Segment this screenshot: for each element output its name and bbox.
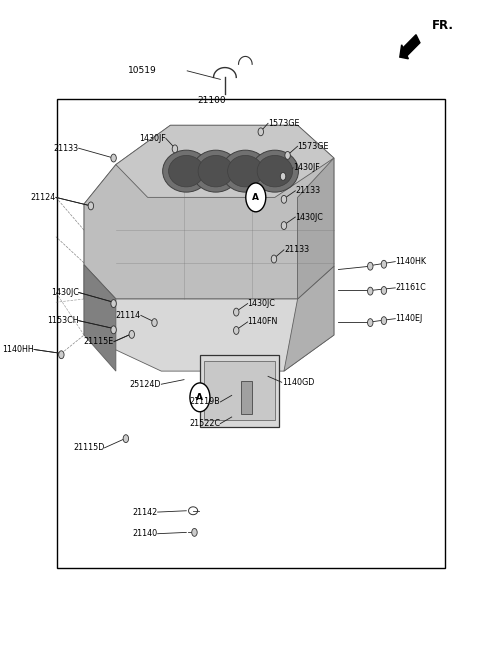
Text: 1430JC: 1430JC — [51, 288, 79, 297]
Bar — [57, 99, 445, 568]
Bar — [200, 355, 279, 427]
Text: 1140EJ: 1140EJ — [395, 314, 422, 323]
Polygon shape — [84, 165, 116, 299]
Text: 10519: 10519 — [128, 66, 157, 76]
Text: 21133: 21133 — [53, 144, 79, 152]
Circle shape — [111, 300, 116, 307]
Text: 21115D: 21115D — [73, 443, 105, 452]
Circle shape — [234, 327, 239, 334]
Polygon shape — [84, 125, 334, 299]
Circle shape — [281, 221, 287, 229]
Ellipse shape — [168, 156, 204, 187]
Text: 1573GE: 1573GE — [268, 119, 300, 128]
Ellipse shape — [192, 150, 240, 192]
Text: FR.: FR. — [432, 19, 454, 32]
Circle shape — [281, 195, 287, 203]
Circle shape — [88, 202, 94, 210]
Ellipse shape — [228, 156, 263, 187]
Circle shape — [258, 128, 264, 136]
Circle shape — [246, 183, 266, 212]
Circle shape — [285, 152, 290, 160]
Text: A: A — [252, 193, 259, 202]
Text: 21114: 21114 — [116, 311, 141, 320]
Text: 1140FN: 1140FN — [248, 317, 278, 327]
Text: 21124: 21124 — [31, 193, 56, 202]
Ellipse shape — [257, 156, 293, 187]
Polygon shape — [116, 125, 334, 197]
Circle shape — [368, 287, 373, 295]
Circle shape — [271, 255, 276, 263]
Text: 21142: 21142 — [132, 508, 157, 516]
Text: A: A — [196, 393, 204, 402]
Text: 21140: 21140 — [132, 529, 157, 538]
Circle shape — [59, 351, 64, 359]
Text: 21161C: 21161C — [395, 283, 426, 292]
Text: 1140HH: 1140HH — [2, 345, 34, 354]
Ellipse shape — [222, 150, 269, 192]
FancyArrow shape — [400, 35, 420, 58]
Text: 21133: 21133 — [295, 187, 321, 195]
Circle shape — [111, 154, 116, 162]
Text: 1140GD: 1140GD — [282, 378, 314, 387]
Text: 21133: 21133 — [284, 245, 309, 254]
Text: 21522C: 21522C — [189, 419, 220, 428]
Ellipse shape — [251, 150, 299, 192]
Text: 1430JF: 1430JF — [139, 134, 166, 143]
Circle shape — [381, 286, 386, 294]
Text: 1430JC: 1430JC — [295, 213, 323, 221]
Text: 1430JF: 1430JF — [293, 164, 320, 172]
Circle shape — [192, 528, 197, 536]
Circle shape — [111, 326, 116, 334]
Polygon shape — [284, 266, 334, 371]
Circle shape — [234, 308, 239, 316]
Text: 21100: 21100 — [197, 96, 226, 105]
Circle shape — [381, 260, 386, 268]
Ellipse shape — [163, 150, 210, 192]
Text: 1573GE: 1573GE — [298, 142, 329, 150]
Polygon shape — [84, 265, 334, 371]
Circle shape — [152, 319, 157, 327]
Ellipse shape — [198, 156, 234, 187]
Polygon shape — [84, 265, 116, 371]
Text: 21115E: 21115E — [84, 337, 114, 346]
Bar — [241, 381, 252, 414]
Text: 21119B: 21119B — [190, 397, 220, 407]
Circle shape — [190, 383, 210, 412]
Bar — [204, 361, 275, 420]
Circle shape — [368, 319, 373, 327]
Polygon shape — [298, 158, 334, 299]
Text: 1140HK: 1140HK — [395, 257, 426, 266]
Circle shape — [123, 435, 129, 443]
Circle shape — [381, 317, 386, 325]
Circle shape — [280, 173, 286, 180]
Circle shape — [368, 262, 373, 270]
Circle shape — [172, 145, 178, 153]
Text: 25124D: 25124D — [130, 380, 161, 389]
Text: 1153CH: 1153CH — [47, 316, 79, 325]
Text: 1430JC: 1430JC — [248, 299, 276, 308]
Circle shape — [129, 330, 134, 338]
